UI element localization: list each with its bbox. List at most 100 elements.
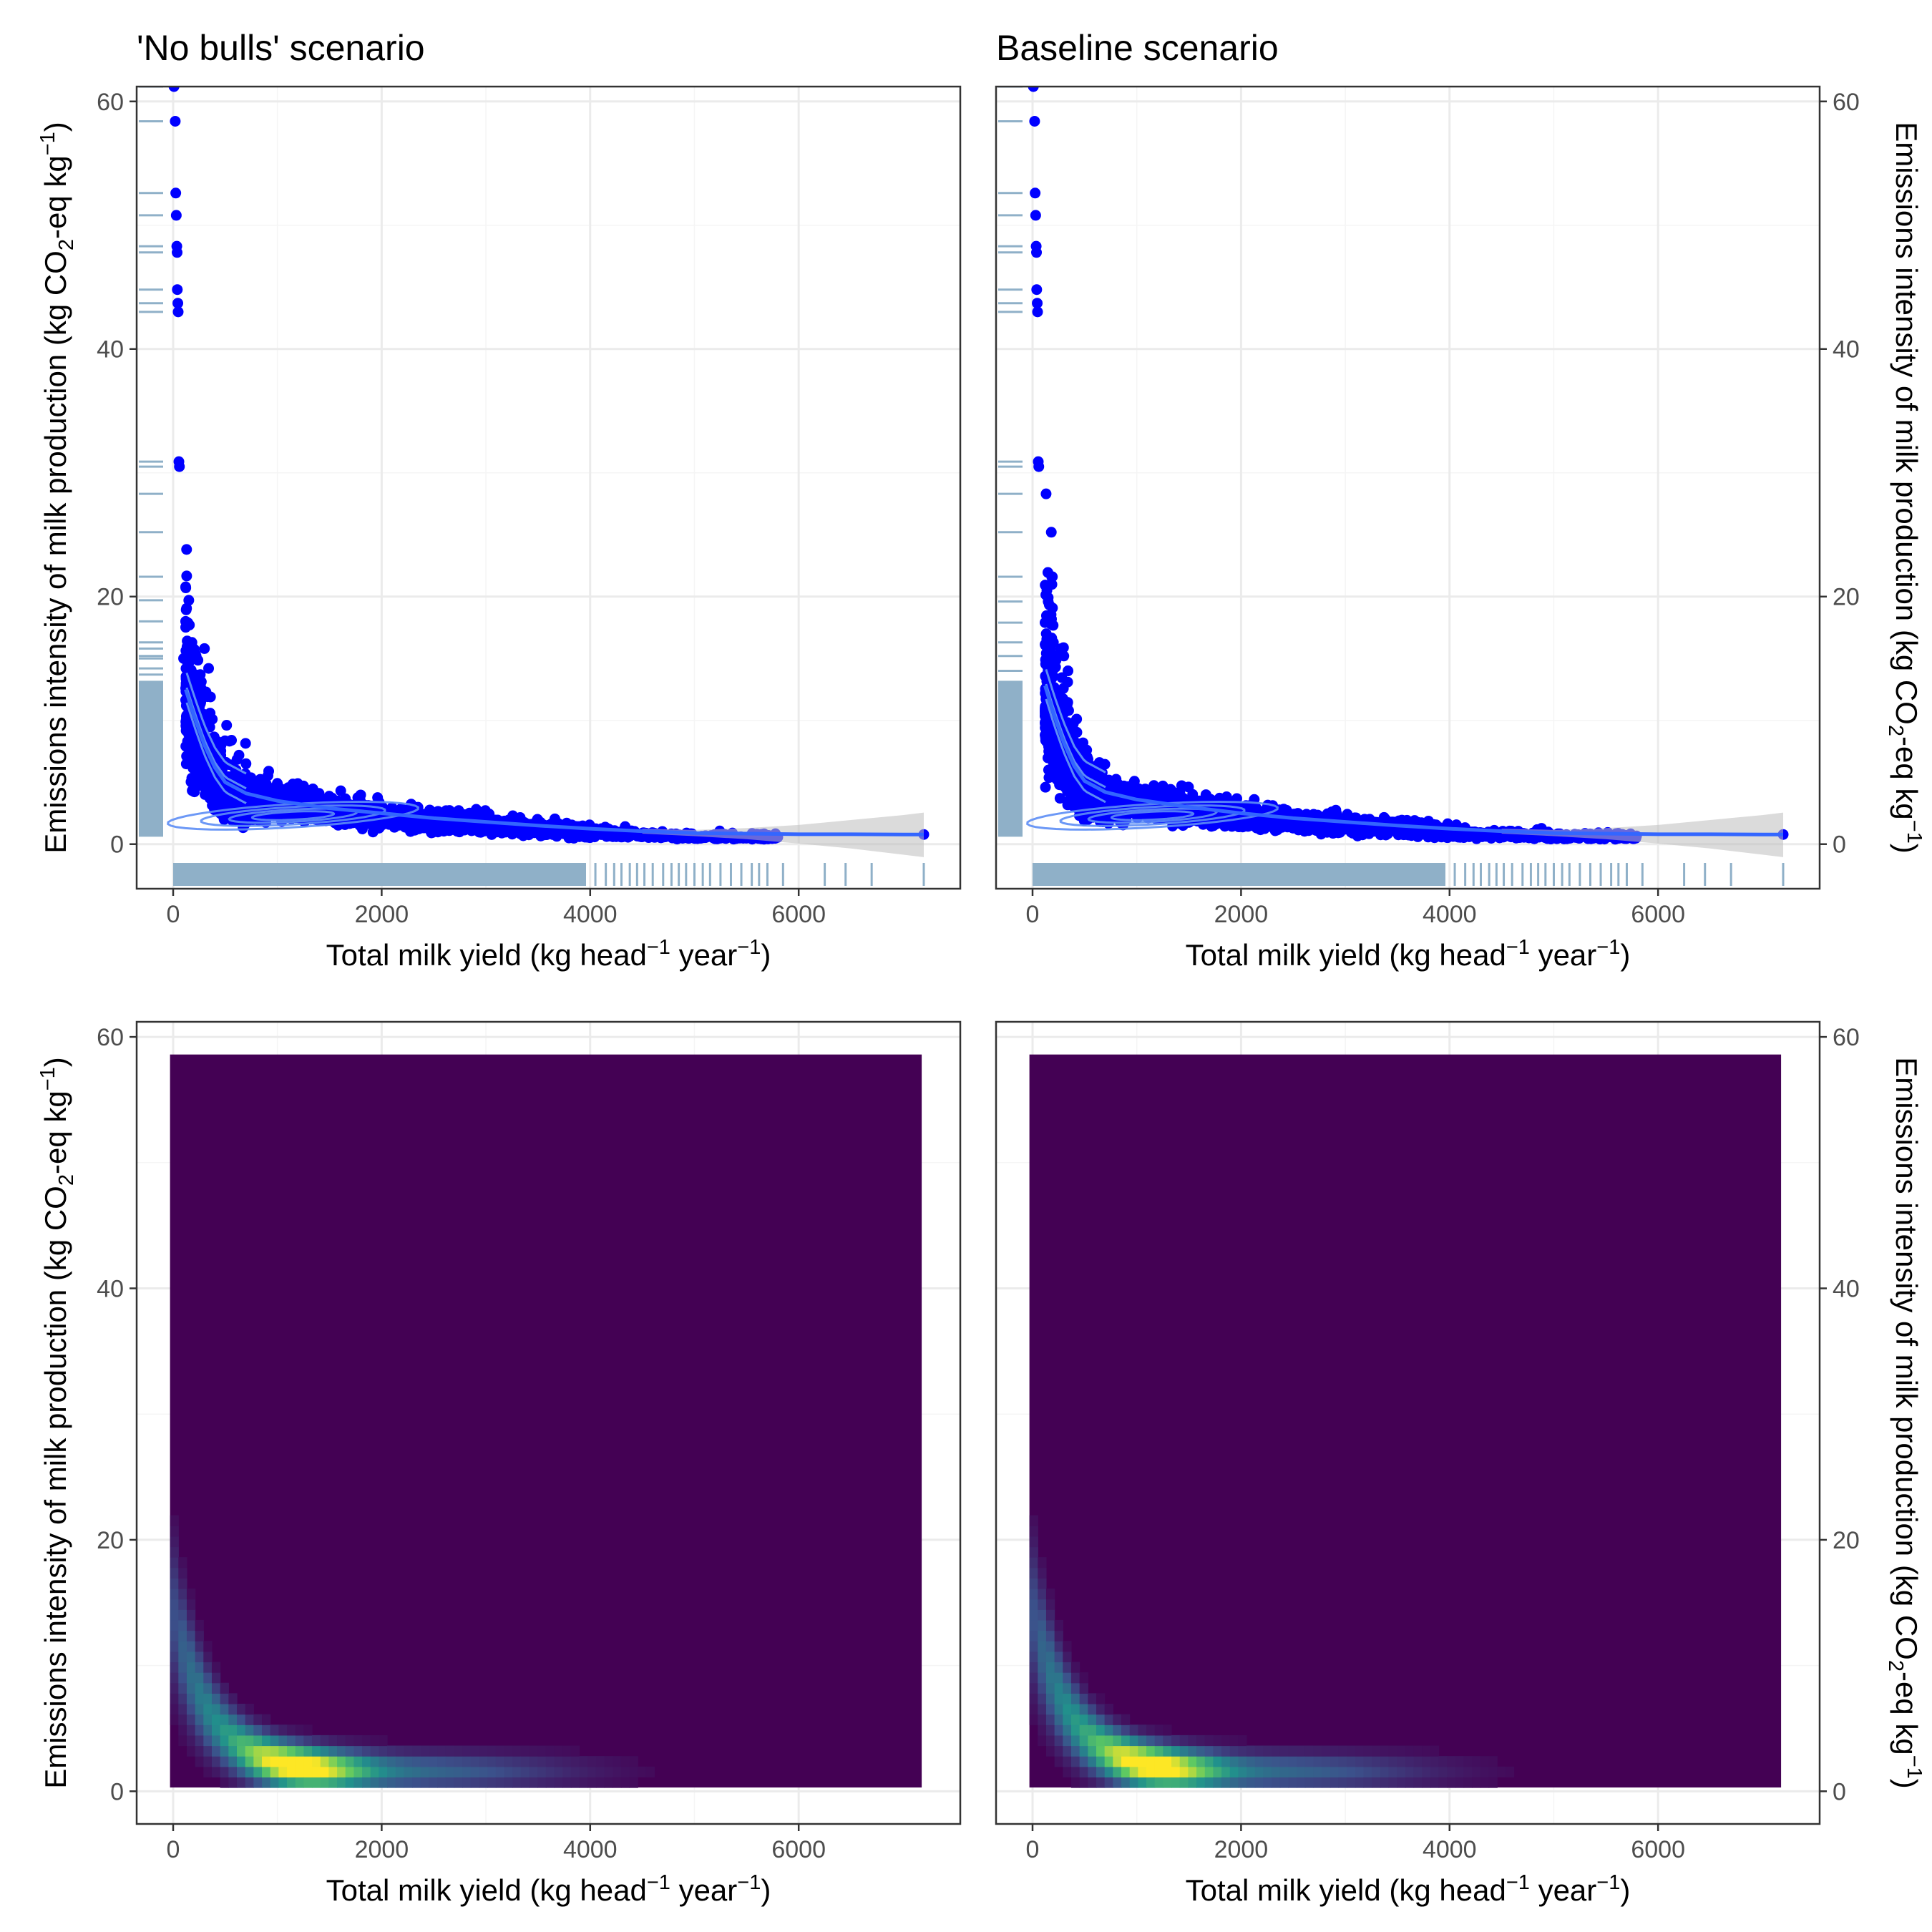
scatter-point (363, 816, 374, 827)
scatter-point (247, 777, 258, 789)
scatter-point (549, 813, 560, 824)
y-tick-label: 0 (110, 831, 124, 859)
scatter-point (181, 751, 192, 762)
y-tick-label: 60 (97, 89, 124, 116)
scatter-point (263, 786, 274, 797)
x-rug-band (1032, 863, 1445, 886)
scatter-point (424, 804, 436, 816)
plot-area (996, 87, 1820, 889)
x-axis-label-sup: −1 (737, 936, 761, 959)
scatter-point (1054, 793, 1065, 804)
scatter-point (655, 832, 667, 844)
scatter-point (335, 785, 346, 796)
scatter-point (566, 829, 577, 840)
x-axis-label-year: year (670, 938, 737, 972)
scatter-point (190, 650, 202, 662)
scatter-point (471, 804, 482, 815)
scatter-point (1058, 683, 1069, 694)
scatter-point (174, 461, 185, 472)
scatter-point (457, 824, 469, 835)
scatter-point (289, 788, 301, 799)
scatter-point (170, 115, 181, 127)
scatter-point (186, 637, 197, 648)
y-axis-label-sup: −1 (36, 132, 59, 155)
scatter-point (172, 298, 184, 309)
scatter-point (221, 720, 233, 731)
scatter-point (191, 779, 203, 790)
scatter-point (210, 799, 221, 810)
scatter-point (1040, 781, 1051, 793)
y-rug-band (139, 680, 163, 837)
y-tick-label: 20 (97, 584, 124, 611)
scatter-point (213, 736, 224, 748)
contour-line (250, 810, 336, 821)
panel-1: 0 2000 4000 6000 0 20 40 60 Total milk yield (kg… (36, 28, 962, 972)
scatter-point (172, 306, 184, 318)
y-axis-label-main: Emissions intensity of milk production (… (39, 250, 72, 854)
scatter-point (240, 758, 252, 769)
scatter-point (181, 544, 192, 555)
scatter-point (170, 210, 182, 221)
y-axis-label-sub: 2 (55, 239, 78, 250)
plot-area (137, 87, 960, 889)
rug-marks (998, 87, 1785, 886)
scatter-point (190, 752, 201, 763)
scatter-point (180, 615, 191, 627)
scatter-point (221, 800, 233, 811)
scatter-point (233, 749, 245, 761)
scatter-point (410, 817, 421, 829)
contour-line (185, 672, 247, 775)
contour-line (200, 804, 386, 827)
scatter-point (203, 791, 215, 802)
scatter-point (199, 643, 210, 654)
scatter-point (195, 669, 206, 680)
panel-border (135, 85, 962, 890)
scatter-point (479, 825, 490, 836)
contour-line (228, 807, 358, 824)
scatter-point (181, 570, 192, 582)
scatter-point (230, 798, 241, 809)
panel-title: 'No bulls' scenario (137, 28, 425, 68)
scatter-point (183, 595, 195, 606)
x-tick-label: 0 (167, 901, 180, 928)
scatter-point (180, 663, 192, 674)
scatter-point (326, 792, 338, 804)
scatter-point (420, 819, 431, 830)
x-axis-label-sup: −1 (647, 936, 670, 959)
scatter-point (168, 87, 180, 92)
scatter-point (240, 738, 251, 749)
scatter-point (200, 686, 212, 698)
contour-line (185, 702, 247, 804)
x-tick-label: 4000 (563, 901, 618, 928)
rug-marks (139, 87, 925, 886)
scatter-point (180, 582, 192, 594)
x-tick-label: 2000 (355, 901, 409, 928)
x-tick-label: 6000 (771, 901, 826, 928)
y-axis-label-mid: -eq kg (39, 155, 72, 239)
scatter-point (203, 663, 215, 674)
scatter-point (263, 766, 275, 777)
x-axis-label: Total milk yield (kg head−1 year−1) (326, 936, 771, 972)
scatter-point (180, 604, 192, 615)
y-axis-label-close: ) (39, 122, 72, 132)
y-rug-band (998, 680, 1023, 837)
scatter-point (298, 780, 309, 791)
scatter-point (535, 830, 547, 841)
contour-line (167, 800, 420, 831)
scatter-point (272, 778, 283, 789)
scatter-point (172, 284, 183, 296)
scatter-point (1043, 772, 1055, 784)
scatter-point (372, 792, 384, 804)
scatter-point (170, 187, 182, 199)
scatter-point (440, 805, 452, 816)
scatter-point (505, 824, 517, 835)
panel-background (137, 87, 960, 889)
scatter-point (301, 791, 313, 803)
scatter-point (178, 653, 190, 664)
x-axis-label-main: Total milk yield (kg head (326, 938, 647, 972)
x-axis-label-close: ) (761, 938, 771, 972)
smooth-curve (184, 688, 924, 836)
x-rug-band (172, 863, 585, 886)
y-tick-label: 40 (97, 336, 124, 364)
